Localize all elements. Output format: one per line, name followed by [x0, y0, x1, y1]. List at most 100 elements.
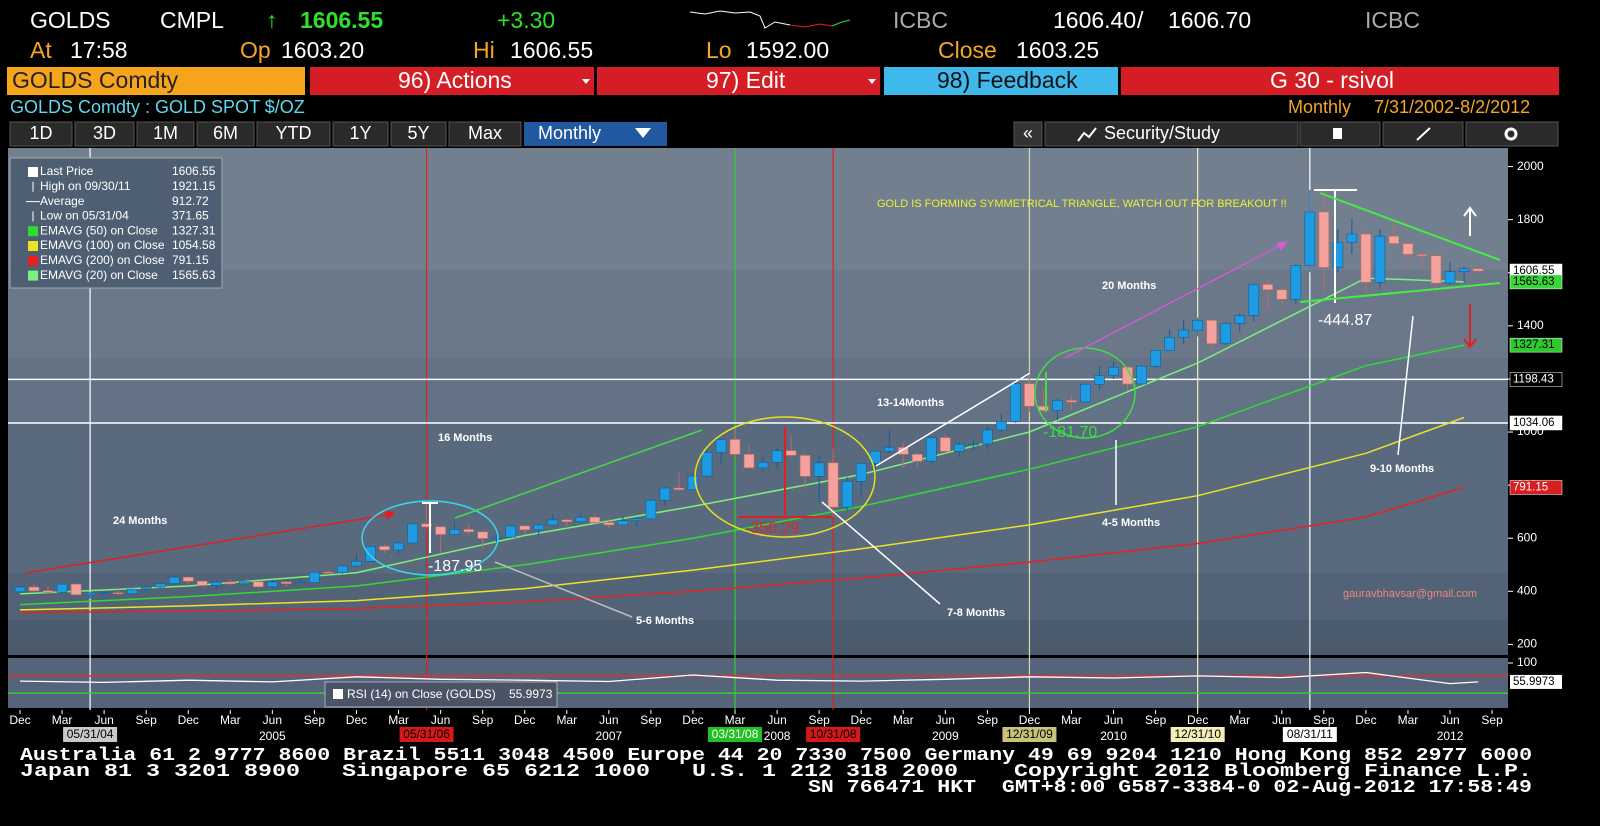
collapse-button[interactable] [1013, 121, 1043, 147]
tab-label[interactable]: YTD [276, 123, 312, 143]
x-tick-label: Sep [1313, 713, 1335, 727]
x-year-label: 2008 [764, 729, 791, 743]
actions-button[interactable] [310, 67, 594, 95]
candle-body [673, 487, 685, 490]
period-select-label[interactable]: Monthly [538, 123, 601, 143]
candle-body [1360, 233, 1372, 283]
rsi-legend-label: RSI (14) on Close (GOLDS) [347, 687, 496, 701]
marker-flag [63, 727, 118, 742]
period: Monthly [1288, 97, 1351, 117]
high: 1606.55 [510, 37, 593, 63]
plot-background [8, 148, 1508, 708]
chart-marks [14, 187, 1484, 685]
page[interactable]: G 30 - rsivol [1270, 67, 1394, 93]
security-field[interactable] [7, 67, 305, 95]
edit-button[interactable] [597, 67, 880, 95]
annotation: -181.70 [1043, 424, 1097, 441]
candle-body [589, 516, 601, 523]
circle [694, 416, 876, 538]
candle-body [645, 499, 657, 520]
candle-body [701, 452, 713, 477]
x-tick-label: Sep [1481, 713, 1503, 727]
band [8, 423, 1508, 573]
candle-body [813, 462, 825, 477]
study-icon [1077, 127, 1097, 142]
ask-source: ICBC [1365, 7, 1420, 33]
tab[interactable] [332, 121, 389, 147]
legend-items: Last Price 1606.55 High on 09/30/11 1921.15… [26, 164, 216, 282]
footer-line: Japan 81 3 3201 8900 Singapore 65 6212 1… [20, 762, 1532, 782]
actions[interactable]: 96) Actions [398, 67, 512, 93]
security-study-button[interactable] [1044, 121, 1299, 147]
price-label: 1198.43 [1513, 373, 1554, 385]
x-tick-label: Mar [893, 713, 914, 727]
candle-body [1122, 366, 1133, 385]
candle-body [267, 581, 278, 588]
tab-label[interactable]: 1M [153, 123, 178, 143]
candle-body [225, 581, 236, 585]
candle-body [1052, 400, 1063, 411]
feedback[interactable]: 98) Feedback [937, 67, 1078, 93]
tab[interactable] [448, 121, 522, 147]
trend-arrow [1064, 243, 1284, 359]
candle-body [954, 443, 965, 452]
circle [361, 500, 499, 576]
candle-body [253, 581, 264, 588]
candle-body [239, 581, 250, 585]
candle-body [449, 529, 460, 535]
x-axis: 05/31/04 05/31/06 03/31/08 10/31/08 12/31/09… [8, 710, 1508, 744]
x-tick-label: Sep [640, 713, 662, 727]
tab-label[interactable]: 3D [93, 123, 116, 143]
rsi-value-label: 55.9973 [1513, 676, 1555, 688]
icon [1504, 127, 1518, 141]
tab-label[interactable]: Max [468, 123, 502, 143]
rsi-legend [324, 681, 558, 708]
x-tick-label: Sep [977, 713, 999, 727]
tab-label[interactable]: 5Y [407, 123, 429, 143]
candle-body [1458, 268, 1470, 272]
feedback-button[interactable] [884, 67, 1118, 95]
band [8, 573, 1508, 620]
marker-flag [399, 727, 454, 742]
tab[interactable] [136, 121, 195, 147]
legend-swatch [28, 255, 38, 266]
legend-label: Low on 05/31/04 [40, 209, 129, 223]
tab[interactable] [256, 121, 331, 147]
security-study[interactable]: Security/Study [1104, 123, 1220, 143]
tab[interactable] [9, 121, 73, 147]
candle-body [351, 560, 362, 567]
x-tick-label: Dec [514, 713, 535, 727]
page-field[interactable] [1121, 67, 1559, 95]
x-tick-label: Sep [808, 713, 830, 727]
security[interactable]: GOLDS Comdty [12, 67, 179, 93]
legend-value: 1327.31 [172, 223, 216, 237]
candle-body [28, 586, 40, 592]
edit[interactable]: 97) Edit [706, 67, 786, 93]
trend-arrow [24, 513, 394, 574]
candle-body [1024, 383, 1035, 407]
tab-label[interactable]: 1D [29, 123, 52, 143]
candle-body [1402, 243, 1414, 255]
collapse[interactable]: « [1023, 123, 1033, 143]
legend-label: EMAVG (200) on Close [40, 253, 165, 267]
x-year-label: 2007 [595, 729, 622, 743]
tab[interactable] [196, 121, 255, 147]
tab-label[interactable]: 1Y [349, 123, 371, 143]
rsi-line [19, 671, 1479, 685]
x-tick-label: Mar [556, 713, 577, 727]
y-tick-label: 1400 [1517, 318, 1544, 332]
candle-body [925, 437, 937, 462]
x-tick-label: Dec [851, 713, 872, 727]
icon [1416, 127, 1431, 141]
candle-body [1374, 235, 1386, 283]
candle-body [547, 519, 559, 526]
price-label: 1565.63 [1513, 276, 1555, 288]
candle-body [631, 518, 643, 521]
tab[interactable] [390, 121, 447, 147]
candle-body [519, 525, 531, 531]
marker-label: 03/31/08 [712, 727, 759, 741]
tab-label[interactable]: 6M [213, 123, 238, 143]
icon-button[interactable] [1465, 121, 1559, 147]
tab[interactable] [74, 121, 135, 147]
